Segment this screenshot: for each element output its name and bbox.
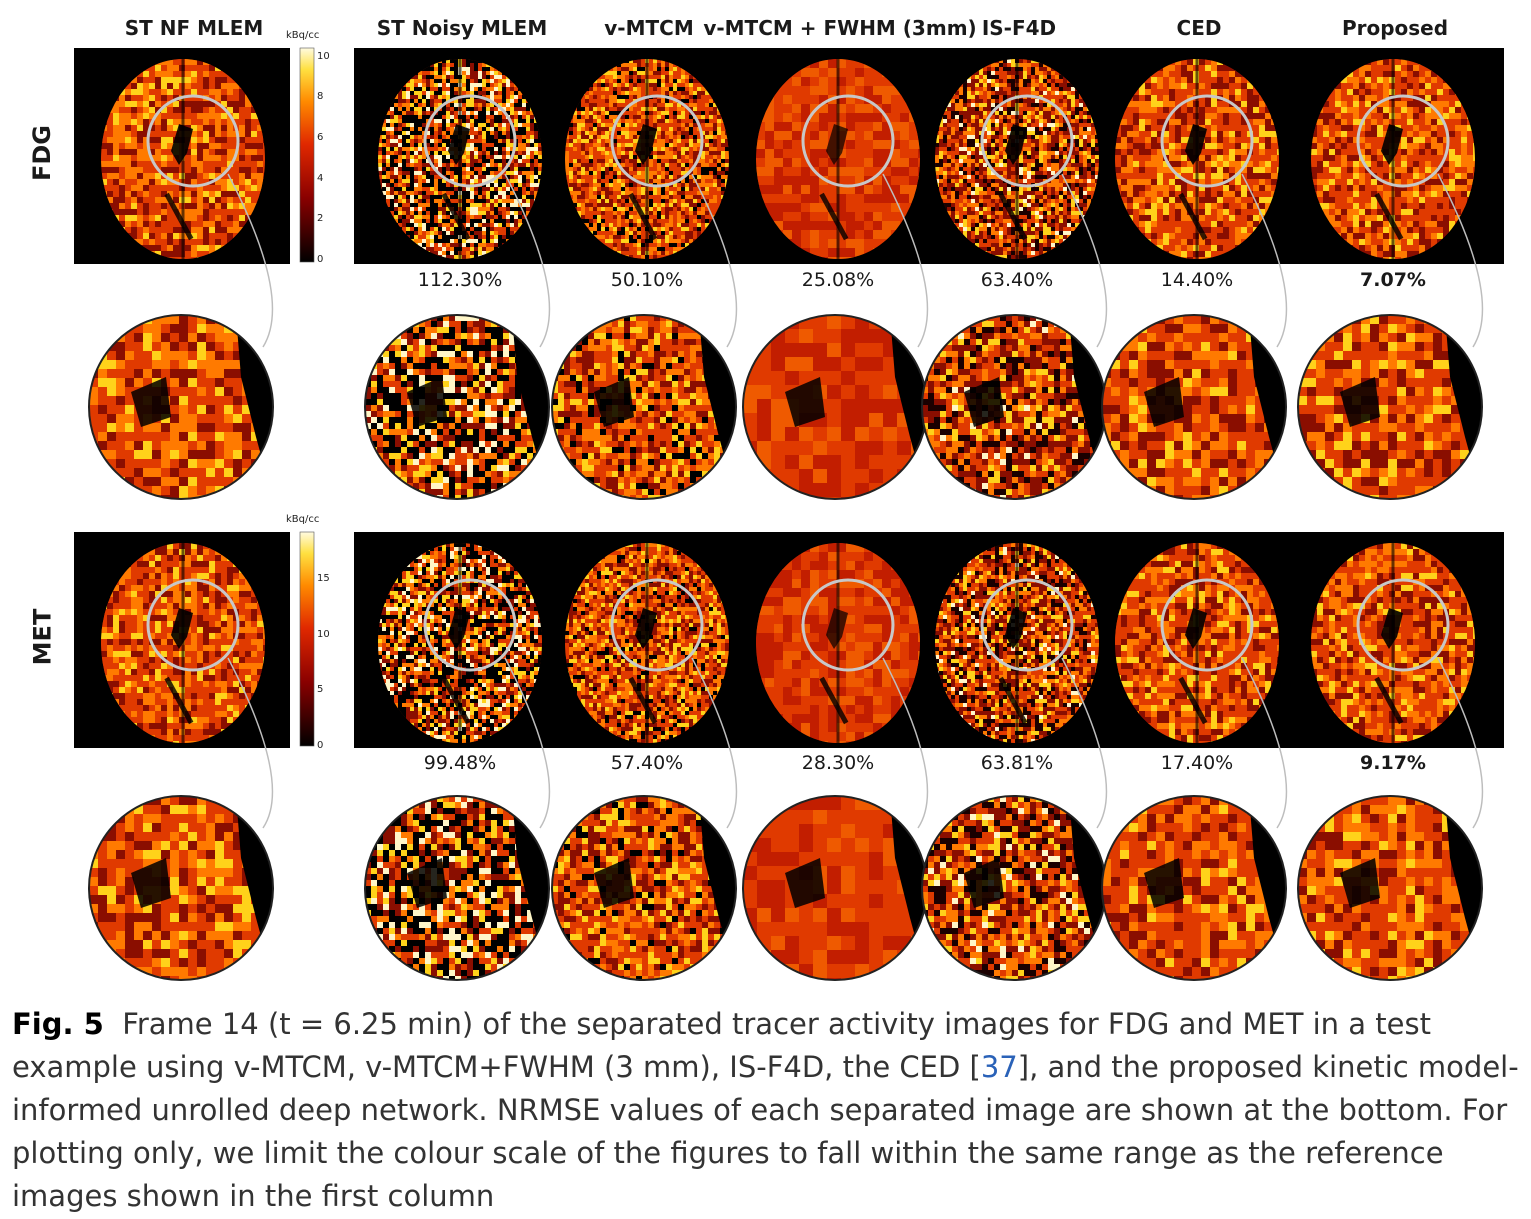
zoom-lens-circle [610, 94, 704, 188]
caption-text-part2: ], and the proposed kinetic model-inform… [12, 1050, 1519, 1213]
zoom-connector [1061, 657, 1108, 829]
zoom-connector [227, 173, 274, 348]
zoom-lens-circle [146, 578, 240, 672]
colorbar-tick: 2 [317, 213, 323, 224]
zoom-lens-circle [423, 94, 517, 188]
colorbar [299, 47, 315, 263]
zoom-connector [691, 173, 738, 348]
brain-image-5 [935, 59, 1099, 259]
zoom-disk-5 [921, 314, 1107, 500]
colorbar [299, 531, 315, 747]
zoom-connector [1061, 173, 1108, 348]
nrmse-value: 63.81% [981, 752, 1053, 774]
zoom-disk-2 [364, 795, 550, 981]
zoom-connector [1241, 173, 1288, 348]
zoom-lens-circle [423, 578, 517, 672]
zoom-disk-5 [921, 795, 1107, 981]
zoom-connector [691, 657, 738, 829]
zoom-disk-6 [1101, 795, 1287, 981]
colorbar-tick: 15 [317, 573, 330, 584]
column-title-1: ST NF MLEM [125, 16, 264, 40]
colorbar-unit: kBq/cc [286, 30, 319, 41]
zoom-connector [882, 657, 929, 829]
column-title-7: Proposed [1342, 16, 1448, 40]
zoom-connector [1437, 173, 1484, 348]
zoom-lens-circle [1356, 578, 1450, 672]
colorbar-unit: kBq/cc [286, 514, 319, 525]
nrmse-value: 14.40% [1161, 269, 1233, 291]
nrmse-value: 99.48% [424, 752, 496, 774]
zoom-connector [227, 657, 274, 829]
zoom-lens-circle [801, 94, 895, 188]
column-title-5: IS-F4D [982, 16, 1056, 40]
brain-image-5 [935, 543, 1099, 743]
nrmse-value: 112.30% [418, 269, 503, 291]
colorbar-tick: 5 [317, 684, 323, 695]
zoom-disk-2 [364, 314, 550, 500]
colorbar-tick: 10 [317, 51, 330, 62]
zoom-disk-3 [551, 795, 737, 981]
figure-caption: Fig. 5 Frame 14 (t = 6.25 min) of the se… [12, 1003, 1522, 1218]
brain-image-2 [378, 59, 542, 259]
zoom-connector [1241, 657, 1288, 829]
figure-row-fdg [74, 47, 1504, 500]
caption-citation-link[interactable]: 37 [981, 1050, 1018, 1084]
nrmse-value: 17.40% [1161, 752, 1233, 774]
zoom-lens-circle [1356, 94, 1450, 188]
zoom-disk-3 [551, 314, 737, 500]
caption-fig-label: Fig. 5 [12, 1007, 104, 1041]
zoom-lens-circle [980, 578, 1074, 672]
zoom-connector [504, 173, 551, 348]
figure-row-met [74, 531, 1504, 981]
zoom-disk-7 [1297, 795, 1483, 981]
zoom-disk-6 [1101, 314, 1287, 500]
nrmse-value: 63.40% [981, 269, 1053, 291]
zoom-lens-circle [1160, 578, 1254, 672]
zoom-disk-1 [88, 795, 274, 981]
caption-text-part1: Frame 14 (t = 6.25 min) of the separated… [12, 1007, 1431, 1084]
colorbar-tick: 4 [317, 173, 323, 184]
zoom-disk-4 [742, 314, 928, 500]
colorbar-tick: 8 [317, 91, 323, 102]
zoom-connector [882, 173, 929, 348]
column-title-3: v-MTCM [604, 16, 693, 40]
colorbar-tick: 6 [317, 132, 323, 143]
nrmse-value: 7.07% [1360, 269, 1426, 291]
zoom-connector [504, 657, 551, 829]
zoom-lens-circle [1160, 94, 1254, 188]
zoom-lens-circle [146, 94, 240, 188]
nrmse-value: 57.40% [611, 752, 683, 774]
nrmse-value: 25.08% [802, 269, 874, 291]
column-title-6: CED [1177, 16, 1222, 40]
column-title-4: v-MTCM + FWHM (3mm) [703, 16, 976, 40]
colorbar-tick: 0 [317, 254, 323, 265]
zoom-lens-circle [801, 578, 895, 672]
zoom-disk-1 [88, 314, 274, 500]
zoom-connector [1437, 657, 1484, 829]
zoom-disk-7 [1297, 314, 1483, 500]
nrmse-value: 28.30% [802, 752, 874, 774]
column-title-2: ST Noisy MLEM [377, 16, 547, 40]
zoom-lens-circle [610, 578, 704, 672]
nrmse-value: 9.17% [1360, 752, 1426, 774]
nrmse-value: 50.10% [611, 269, 683, 291]
zoom-lens-circle [980, 94, 1074, 188]
zoom-disk-4 [742, 795, 928, 981]
colorbar-tick: 0 [317, 740, 323, 751]
brain-image-3 [565, 543, 729, 743]
colorbar-tick: 10 [317, 629, 330, 640]
brain-image-2 [378, 543, 542, 743]
brain-image-3 [565, 59, 729, 259]
